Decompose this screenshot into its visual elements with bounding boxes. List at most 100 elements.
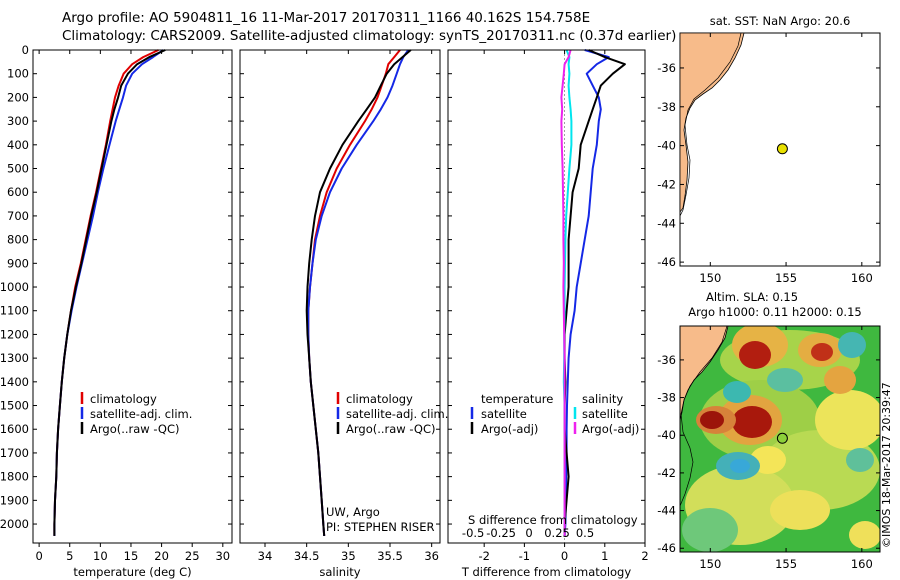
x-tick-label: 5 xyxy=(66,549,73,563)
legend-label-argo: Argo(..raw -QC) xyxy=(90,422,180,436)
x-tick-label: 160 xyxy=(851,557,873,571)
series-line xyxy=(560,49,572,536)
legend-label-argo: Argo(..raw -QC) xyxy=(346,422,436,436)
map-top-land xyxy=(680,33,745,213)
panel-frame xyxy=(447,49,646,544)
panel-frame xyxy=(239,49,441,544)
s-tick-label: 0.25 xyxy=(544,526,570,540)
y-tick-label: 0 xyxy=(22,43,29,57)
x-tick-label: 36 xyxy=(424,549,439,563)
sla-blob xyxy=(682,508,738,552)
y-tick-label: 700 xyxy=(7,209,29,223)
y-tick-label: 1600 xyxy=(0,422,29,436)
legend-label-targo: Argo(-adj) xyxy=(481,422,538,436)
y-tick-label: -40 xyxy=(657,428,676,442)
series-line xyxy=(53,49,166,536)
series-line xyxy=(307,49,401,536)
y-tick-label: -38 xyxy=(657,391,676,405)
y-tick-label: 1100 xyxy=(0,304,29,318)
y-tick-label: -36 xyxy=(657,61,676,75)
sla-blob xyxy=(732,406,772,438)
sla-blob xyxy=(846,448,874,472)
y-tick-label: -42 xyxy=(657,466,676,480)
y-tick-label: 100 xyxy=(7,67,29,81)
x-tick-label: 150 xyxy=(699,271,721,285)
x-axis-label: salinity xyxy=(319,565,360,579)
map-top-title: sat. SST: NaN Argo: 20.6 xyxy=(710,14,851,28)
x-tick-label: -2 xyxy=(478,549,489,563)
y-tick-label: -44 xyxy=(657,216,676,230)
x-tick-label: 155 xyxy=(775,557,797,571)
map-bottom-coast-contour xyxy=(680,326,728,507)
annotation-institution: UW, Argo xyxy=(326,505,380,519)
x-tick-label: 150 xyxy=(699,557,721,571)
map-bottom-frame xyxy=(679,325,881,553)
sla-blob xyxy=(811,343,833,361)
x-axis-label: temperature (deg C) xyxy=(73,565,191,579)
legend-label-clim: climatology xyxy=(346,392,413,406)
y-tick-label: 900 xyxy=(7,256,29,270)
sla-map: Altim. SLA: 0.15 Argo h1000: 0.11 h2000:… xyxy=(657,290,881,571)
x-tick-label: 160 xyxy=(851,271,873,285)
x-tick-label: 2 xyxy=(641,549,648,563)
legend-label-sat: satellite-adj. clim. xyxy=(90,407,192,421)
difference-panel: -2 -1 0 1 2 -0.5 -0.25 0 0.25 0.5 T difference fro… xyxy=(447,49,649,579)
diff-legend: temperature salinity satellite Argo(-adj… xyxy=(468,392,639,527)
y-tick-label: -40 xyxy=(657,139,676,153)
y-tick-label: 400 xyxy=(7,138,29,152)
x-tick-label: 25 xyxy=(185,549,200,563)
legend-title-temperature: temperature xyxy=(481,392,553,406)
legend-label-sat: satellite-adj. clim. xyxy=(346,407,448,421)
temp-legend: climatology satellite-adj. clim. Argo(..… xyxy=(80,392,192,436)
y-tick-label: -36 xyxy=(657,353,676,367)
y-tick-label: -46 xyxy=(657,541,676,555)
panel-frame xyxy=(32,49,233,544)
y-tick-label: 1000 xyxy=(0,280,29,294)
y-tick-label: 1500 xyxy=(0,399,29,413)
series-line xyxy=(305,49,412,536)
y-tick-label: 1800 xyxy=(0,470,29,484)
x-tick-label: 34.5 xyxy=(294,549,320,563)
x-axis-label: T difference from climatology xyxy=(461,565,632,579)
y-tick-label: 1900 xyxy=(0,493,29,507)
x-tick-label: 15 xyxy=(124,549,139,563)
x-tick-label: 20 xyxy=(154,549,169,563)
x-tick-label: 1 xyxy=(601,549,608,563)
sla-blob xyxy=(730,459,750,473)
title-line-2: Climatology: CARS2009. Satellite-adjuste… xyxy=(62,28,677,44)
title-line-1: Argo profile: AO 5904811_16 11-Mar-2017 … xyxy=(62,10,591,26)
y-tick-label: 200 xyxy=(7,90,29,104)
series-line xyxy=(563,49,626,536)
argo-float-marker xyxy=(776,143,788,155)
legend-label-sargo: Argo(-adj) xyxy=(582,422,639,436)
y-tick-label: 800 xyxy=(7,233,29,247)
x-tick-label: 0 xyxy=(561,549,568,563)
sla-blob xyxy=(700,411,724,429)
x-tick-label: -1 xyxy=(519,549,530,563)
x-tick-label: 34 xyxy=(258,549,273,563)
legend-label-ssat: satellite xyxy=(582,407,628,421)
x-tick-label: 0 xyxy=(35,549,42,563)
salinity-panel: 34 34.5 35 35.5 36 salinity xyxy=(239,49,441,579)
y-tick-label: -44 xyxy=(657,504,676,518)
y-tick-label: 2000 xyxy=(0,517,29,531)
x-tick-label: 155 xyxy=(775,271,797,285)
x-tick-label: 35.5 xyxy=(377,549,403,563)
sst-map: sat. SST: NaN Argo: 20.6 150 155 160 -36 -38… xyxy=(657,14,881,285)
series-line xyxy=(53,49,159,536)
timestamp-stamp: ©IMOS 18-Mar-2017 20:39:47 xyxy=(880,382,893,548)
y-tick-label: 1300 xyxy=(0,351,29,365)
x-tick-label: 30 xyxy=(215,549,230,563)
y-tick-label: 1200 xyxy=(0,327,29,341)
y-tick-label: -42 xyxy=(657,177,676,191)
sla-blob xyxy=(723,381,751,403)
xlabel-top-sdiff: S difference from climatology xyxy=(468,513,638,527)
legend-label-clim: climatology xyxy=(90,392,157,406)
y-tick-label: 1700 xyxy=(0,446,29,460)
annotation-pi: PI: STEPHEN RISER xyxy=(326,520,435,534)
map-bottom-land xyxy=(680,326,729,421)
s-tick-label: -0.5 xyxy=(462,526,484,540)
s-tick-label: 0.5 xyxy=(576,526,594,540)
sla-blob xyxy=(824,366,856,394)
